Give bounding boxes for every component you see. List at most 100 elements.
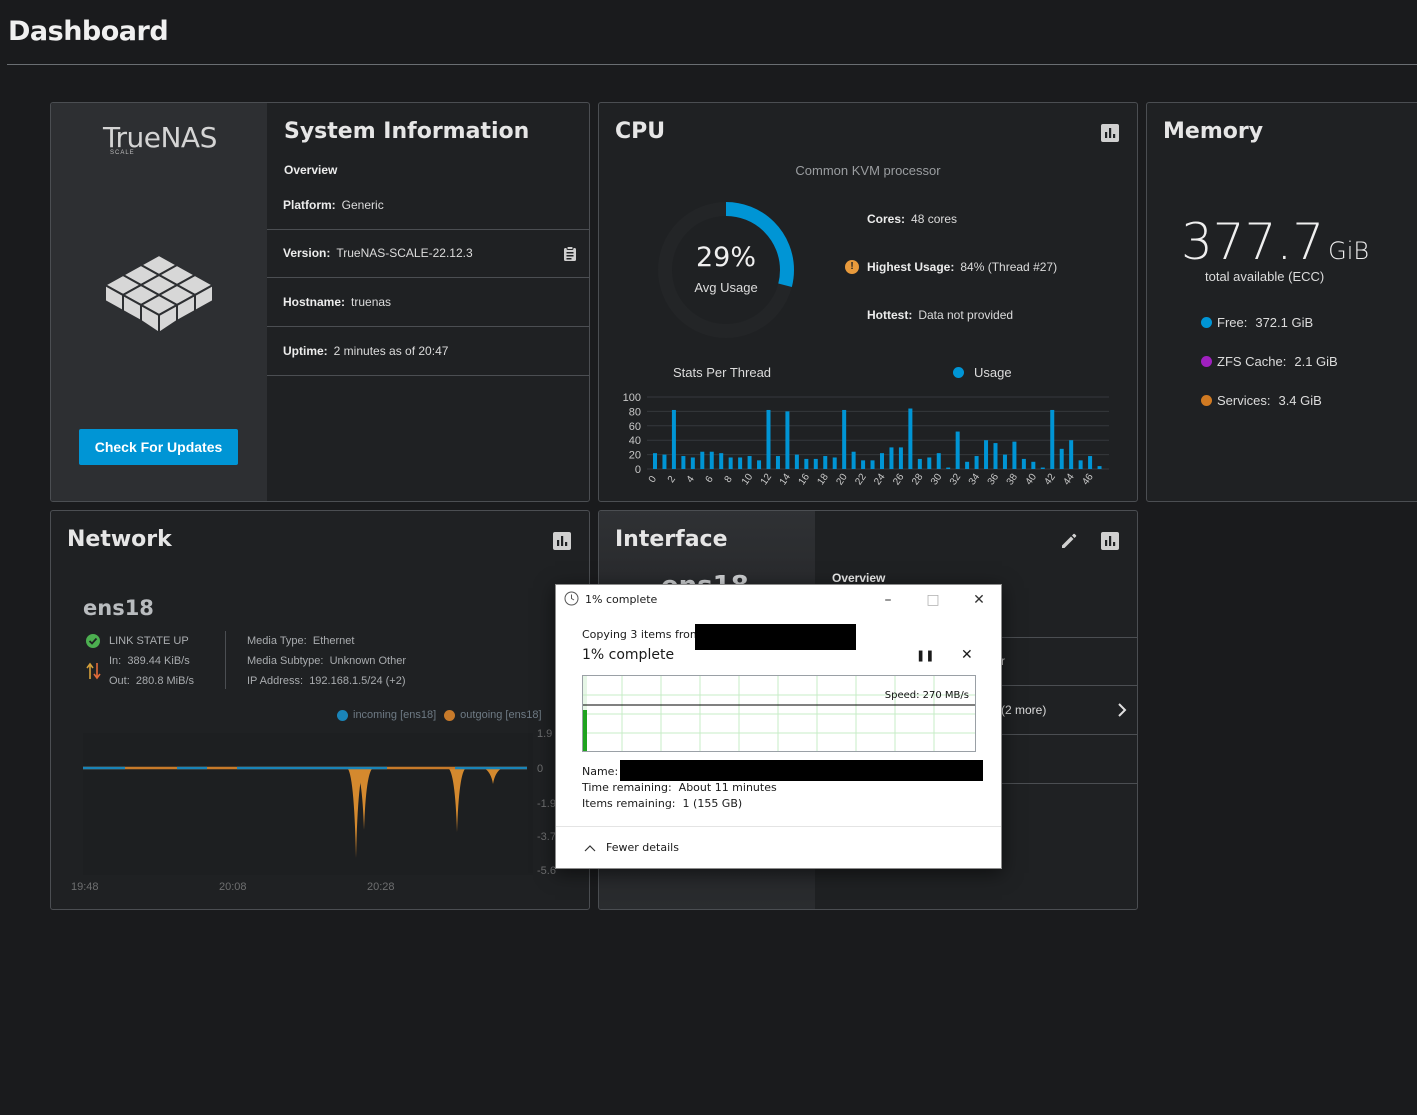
cpu-thread-bar (1069, 440, 1074, 469)
cpu-thread-bar (1078, 460, 1083, 469)
chevron-right-icon (1118, 703, 1127, 717)
copy-progress-dialog: 1% complete – □ ✕ Copying 3 items from 1… (555, 584, 1002, 869)
cpu-processor-name: Common KVM processor (795, 163, 941, 178)
graph-grid (583, 676, 975, 751)
cpu-thread-bar (757, 460, 762, 469)
cpu-thread-bar (898, 447, 903, 469)
clipboard-icon[interactable] (563, 246, 577, 262)
cpu-x-tick-label: 38 (1005, 471, 1021, 487)
system-information-card: TrueNAS SCALE Check For Updates (50, 102, 590, 502)
clock-icon (564, 591, 579, 606)
cpu-thread-bar (775, 456, 780, 469)
cpu-thread-bar (813, 458, 818, 469)
cpu-x-tick-label: 22 (853, 471, 869, 487)
time-remaining-value: About 11 minutes (678, 781, 777, 794)
cpu-thread-bar (747, 456, 752, 469)
speed-label: Speed: 270 MB/s (884, 690, 969, 701)
cpu-thread-bar (671, 409, 676, 469)
cpu-thread-bar (927, 457, 932, 469)
cpu-x-tick-label: 34 (967, 471, 983, 487)
media-type-label: Media Type: (247, 635, 307, 647)
network-y-tick-label: 0 (537, 763, 543, 775)
outgoing-spike (484, 768, 502, 784)
cpu-x-tick-label: 6 (704, 474, 716, 485)
cpu-reports-icon[interactable] (1100, 123, 1120, 143)
maximize-button[interactable]: □ (926, 592, 940, 608)
network-traffic-chart: 1.9 0 -1.9 -3.7 -5.6 19:48 20:08 20:28 (71, 728, 556, 893)
warning-icon: ! (845, 260, 859, 274)
cpu-cores-label: Cores: (867, 212, 906, 226)
usage-legend-dot (953, 367, 964, 378)
network-info-divider (225, 631, 226, 689)
cpu-cores: Cores: 48 cores (867, 212, 957, 226)
fewer-details-toggle[interactable]: Fewer details (584, 841, 679, 854)
memory-total: 377.7 GiB (1181, 213, 1369, 271)
edit-icon[interactable] (1059, 531, 1079, 551)
cpu-x-tick-label: 20 (834, 471, 850, 487)
memory-zfs-value: 2.1 GiB (1294, 354, 1338, 369)
network-x-tick-label: 20:28 (367, 881, 395, 893)
cpu-chart-legend: Usage (953, 365, 1012, 380)
close-button[interactable]: ✕ (973, 592, 985, 608)
minimize-button[interactable]: – (884, 592, 892, 608)
memory-free-label: Free: (1217, 315, 1248, 330)
cpu-gauge-arc (658, 202, 794, 338)
title-divider (7, 64, 1417, 65)
cpu-highest-label: Highest Usage: (867, 260, 955, 274)
pause-icon[interactable]: ❚❚ (916, 649, 935, 662)
link-up-icon (86, 634, 100, 648)
cpu-thread-bar (709, 451, 714, 469)
memory-services-label: Services: (1217, 393, 1271, 408)
ip-address: IP Address: 192.168.1.5/24 (+2) (247, 675, 406, 687)
time-remaining-label: Time remaining: (582, 781, 672, 794)
cpu-x-tick-label: 14 (778, 471, 794, 487)
version-value: TrueNAS-SCALE-22.12.3 (336, 246, 473, 260)
media-type-value: Ethernet (312, 635, 355, 647)
cpu-thread-bar (804, 458, 809, 469)
cpu-thread-bar (728, 457, 733, 469)
cpu-chart-title: Stats Per Thread (673, 365, 772, 380)
outgoing-legend-dot (444, 709, 456, 721)
cpu-x-tick-label: 4 (685, 474, 697, 485)
cpu-x-tick-label: 8 (723, 474, 735, 485)
free-legend-dot (1201, 317, 1212, 328)
system-information-title: System Information (284, 119, 530, 144)
memory-free-value: 372.1 GiB (1255, 315, 1314, 330)
cpu-thread-bar (766, 409, 771, 469)
cpu-gauge (658, 202, 794, 338)
hostname-value: truenas (351, 295, 392, 309)
zfs-legend-dot (1201, 356, 1212, 367)
items-remaining: Items remaining: 1 (155 GB) (582, 797, 742, 810)
cancel-icon[interactable]: ✕ (961, 647, 973, 663)
cpu-thread-bar (984, 440, 989, 469)
cpu-thread-bar (880, 453, 884, 469)
cpu-thread-bar (1040, 467, 1045, 469)
cpu-x-tick-label: 16 (797, 471, 813, 487)
media-subtype-label: Media Subtype: (247, 655, 324, 667)
platform-label: Platform: (283, 197, 336, 212)
cpu-x-tick-label: 36 (986, 471, 1002, 487)
time-remaining: Time remaining: About 11 minutes (582, 781, 777, 794)
usage-legend-label: Usage (974, 365, 1012, 380)
version-label: Version: (283, 246, 331, 260)
memory-card: Memory 377.7 GiB total available (ECC) Fr… (1146, 102, 1417, 502)
cpu-avg-label: Avg Usage (694, 280, 758, 295)
dialog-title: 1% complete (585, 593, 658, 606)
interface-title: Interface (615, 527, 728, 552)
cpu-thread-bar (917, 458, 922, 469)
traffic-arrows-icon (86, 662, 101, 680)
outgoing-legend-label: outgoing [ens18] (460, 709, 542, 721)
network-reports-icon[interactable] (552, 531, 572, 551)
truenas-logo-sub: SCALE (110, 150, 135, 156)
media-subtype: Media Subtype: Unknown Other (247, 655, 406, 667)
transfer-speed-graph: Speed: 270 MB/s (582, 675, 976, 752)
memory-total-label: total available (ECC) (1205, 269, 1325, 284)
cpu-highest-value: 84% (Thread #27) (960, 260, 1058, 274)
interface-reports-icon[interactable] (1100, 531, 1120, 551)
cpu-x-tick-label: 0 (647, 474, 659, 485)
cpu-x-tick-label: 44 (1061, 471, 1077, 487)
check-for-updates-button[interactable]: Check For Updates (79, 429, 238, 465)
cpu-thread-bar (719, 453, 724, 469)
cpu-x-tick-label: 42 (1043, 471, 1059, 487)
